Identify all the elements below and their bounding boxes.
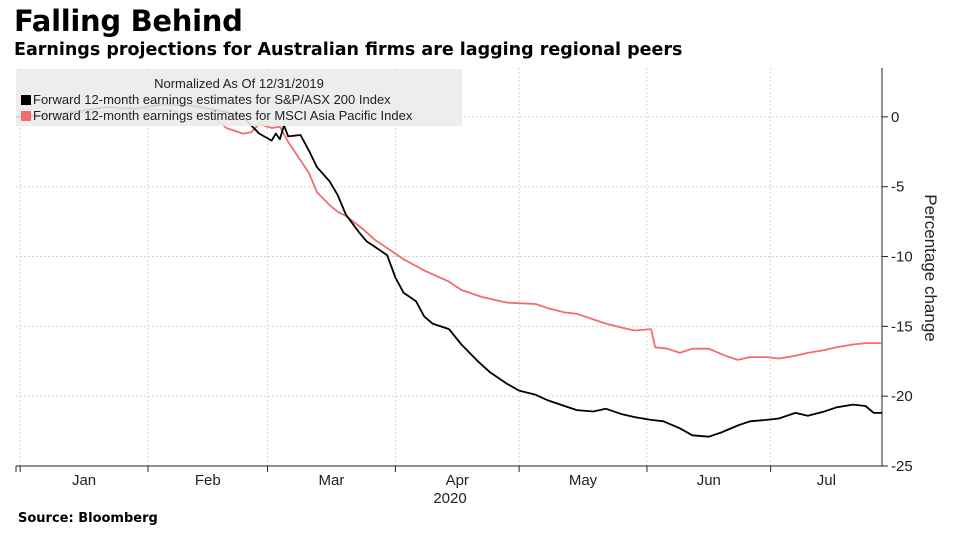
source-note: Source: Bloomberg: [18, 511, 158, 526]
x-tick-label: Apr: [446, 472, 469, 489]
series-line-asx200: [15, 103, 882, 438]
y-tick-label: 0: [891, 109, 899, 126]
chart-subtitle: Earnings projections for Australian firm…: [14, 40, 683, 60]
y-tick-label: -25: [891, 458, 913, 475]
y-tick-label: -10: [891, 249, 913, 266]
series-lines: [15, 103, 882, 438]
y-tick-label: -20: [891, 388, 913, 405]
series-line-msci-asia-pacific: [15, 107, 882, 361]
x-tick-label: Mar: [319, 472, 345, 489]
legend: Normalized As Of 12/31/2019 Forward 12-m…: [16, 69, 462, 126]
legend-swatch-asx: [21, 95, 31, 105]
y-axis-label: Percentage change: [921, 194, 940, 341]
legend-title: Normalized As Of 12/31/2019: [154, 76, 324, 91]
legend-box: [16, 69, 462, 126]
y-tick-label: -15: [891, 318, 913, 335]
chart-title: Falling Behind: [14, 4, 243, 38]
x-year-label: 2020: [433, 490, 466, 507]
x-tick-label: Jan: [72, 472, 96, 489]
legend-label-asx: Forward 12-month earnings estimates for …: [33, 92, 391, 107]
y-tick-label: -5: [891, 179, 904, 196]
axes: 0 -5 -10 -15 -20 -25 Jan Feb Mar Apr May Jun Jul: [15, 68, 913, 489]
x-tick-label: Feb: [195, 472, 221, 489]
legend-swatch-msci: [21, 111, 31, 121]
legend-label-msci: Forward 12-month earnings estimates for …: [33, 108, 413, 123]
x-tick-label: May: [569, 472, 598, 489]
gridlines: [16, 68, 882, 467]
x-tick-label: Jun: [697, 472, 721, 489]
x-tick-label: Jul: [817, 472, 836, 489]
